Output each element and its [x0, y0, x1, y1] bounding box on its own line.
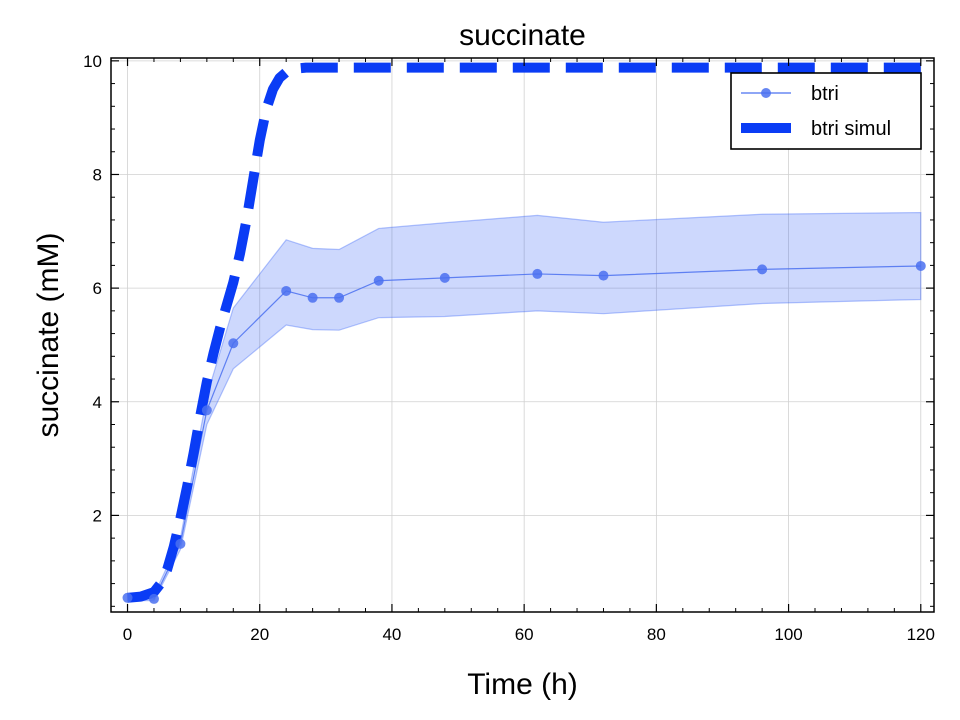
btri-point — [334, 292, 345, 303]
y-axis-title: succinate (mM) — [32, 232, 65, 437]
x-tick-label: 60 — [515, 625, 534, 644]
axis-ticks: 0 20 40 60 80 100 120 2 4 6 8 10 — [83, 52, 935, 644]
btri-point — [148, 593, 159, 604]
y-tick-label: 10 — [83, 52, 102, 71]
x-tick-label: 120 — [907, 625, 935, 644]
x-axis-title: Time (h) — [467, 668, 578, 701]
btri-line — [127, 265, 921, 600]
btri-point — [532, 268, 543, 279]
plot-frame — [110, 57, 935, 613]
legend-box — [730, 72, 922, 150]
y-tick-label: 2 — [93, 506, 102, 525]
x-tick-label: 20 — [250, 625, 269, 644]
series-markers — [122, 260, 926, 604]
btri-point — [915, 260, 926, 271]
y-tick-label: 6 — [93, 279, 102, 298]
x-tick-label: 40 — [382, 625, 401, 644]
btri-point — [175, 538, 186, 549]
y-tick-label: 4 — [93, 393, 102, 412]
btri-point — [598, 270, 609, 281]
btri-point — [307, 292, 318, 303]
btri-point — [201, 405, 212, 416]
x-tick-label: 80 — [647, 625, 666, 644]
series-lines — [127, 62, 921, 603]
btri-point — [439, 272, 450, 283]
legend: btri btri simul — [730, 72, 922, 150]
chart-title: succinate — [459, 19, 586, 52]
y-tick-label: 8 — [93, 165, 102, 184]
confidence-band — [126, 211, 922, 602]
btri-simul-line — [127, 62, 921, 603]
btri-point — [228, 338, 239, 349]
x-tick-label: 100 — [774, 625, 802, 644]
legend-btri-simul-label: btri simul — [811, 118, 891, 140]
x-tick-label: 0 — [123, 625, 132, 644]
btri-error-band — [126, 211, 922, 602]
btri-point — [373, 275, 384, 286]
btri-point — [122, 592, 133, 603]
legend-btri-marker — [761, 88, 771, 98]
btri-point — [757, 264, 768, 275]
btri-point — [281, 285, 292, 296]
legend-btri-label: btri — [811, 83, 839, 105]
